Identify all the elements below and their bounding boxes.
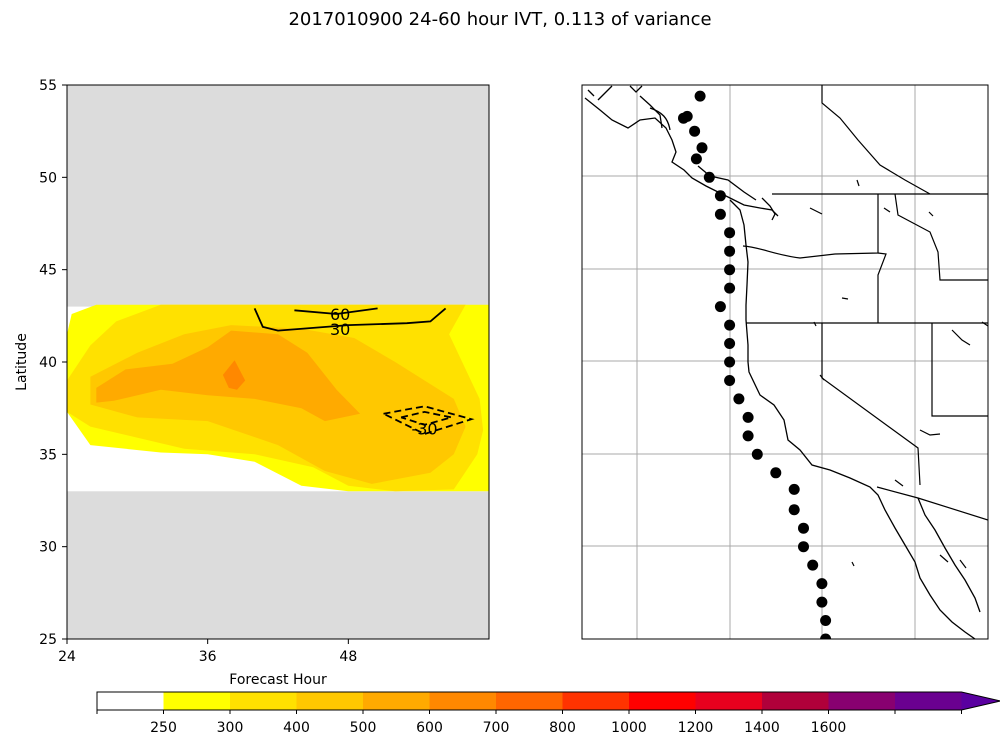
colorbar-tick-label: 400	[283, 720, 310, 736]
station-marker	[724, 375, 736, 386]
station-marker	[714, 301, 726, 313]
colorbar-tick-label: 1400	[744, 720, 780, 736]
station-marker	[742, 411, 754, 423]
contour-label-1: 60	[330, 305, 350, 324]
y-tick-label: 25	[39, 632, 57, 648]
colorbar-tick-label: 700	[483, 720, 510, 736]
colorbar-outline	[96, 691, 1000, 711]
colorbar-tick-label: 1000	[611, 720, 647, 736]
station-marker	[807, 559, 819, 571]
filled-contours	[67, 304, 489, 492]
colorbar-segment	[629, 692, 697, 710]
y-tick-label: 50	[39, 170, 57, 186]
station-marker	[724, 227, 736, 239]
y-tick-label: 30	[39, 540, 57, 556]
station-marker	[798, 541, 809, 553]
colorbar-segment	[562, 692, 630, 710]
station-marker	[714, 190, 726, 202]
y-tick-label: 55	[39, 78, 57, 94]
colorbar-segment	[762, 692, 830, 710]
colorbar: 250 300 400 500 600 700 800 1000 1200 1400 1600	[96, 691, 1000, 736]
colorbar-tick-label: 600	[416, 720, 443, 736]
station-marker	[678, 112, 689, 124]
station-marker	[696, 142, 708, 154]
y-tick-label: 35	[39, 447, 57, 463]
contour-label-3: -30	[411, 419, 437, 438]
station-markers	[678, 90, 832, 639]
colorbar-segment	[363, 692, 431, 710]
station-marker	[816, 596, 828, 608]
station-marker	[770, 467, 782, 479]
right-panel-frame	[581, 84, 989, 640]
station-marker	[820, 615, 832, 626]
station-marker	[714, 208, 726, 220]
coastline	[584, 85, 981, 639]
station-marker	[689, 125, 701, 137]
left-axes: 24 36 48 25 30 35 40 45 50 55	[39, 78, 357, 665]
colorbar-segment	[230, 692, 298, 710]
colorbar-segment	[429, 692, 497, 710]
figure-title: 2017010900 24-60 hour IVT, 0.113 of vari…	[288, 9, 712, 30]
colorbar-segment	[496, 692, 564, 710]
colorbar-segment	[163, 692, 231, 710]
y-axis-label: Latitude	[14, 333, 30, 391]
colorbar-segment	[828, 692, 896, 710]
station-marker	[703, 171, 715, 183]
y-tick-label: 40	[39, 355, 57, 371]
station-marker	[724, 264, 736, 276]
station-marker	[724, 356, 736, 368]
station-marker	[798, 522, 809, 534]
x-axis-label: Forecast Hour	[229, 672, 327, 688]
y-tick-label: 45	[39, 263, 57, 279]
station-marker	[694, 90, 706, 102]
station-marker	[788, 483, 800, 495]
colorbar-tick-label: 800	[549, 720, 576, 736]
x-tick-label: 48	[339, 649, 357, 665]
contour-line-4	[400, 410, 452, 426]
station-marker	[724, 319, 736, 331]
contour-line-1	[294, 307, 378, 315]
contour-label-2: 30	[330, 320, 350, 339]
contour-line-2	[253, 307, 447, 332]
station-marker	[820, 633, 832, 639]
station-marker	[788, 504, 800, 516]
map-gridlines	[582, 85, 988, 639]
station-marker	[724, 245, 736, 257]
colorbar-tick-label: 250	[150, 720, 177, 736]
station-marker	[742, 430, 754, 442]
colorbar-tick-label: 300	[217, 720, 244, 736]
station-marker	[816, 578, 828, 590]
right-panel-map	[581, 84, 989, 640]
station-marker	[751, 448, 763, 460]
x-tick-label: 24	[58, 649, 76, 665]
colorbar-extend-arrow	[961, 692, 1000, 710]
x-tick-label: 36	[199, 649, 217, 665]
station-marker	[724, 282, 736, 294]
contour-line-3	[383, 405, 475, 435]
colorbar-tick-label: 500	[350, 720, 377, 736]
colorbar-tick-label: 1200	[678, 720, 714, 736]
station-marker	[690, 153, 702, 165]
ivt-region-600	[222, 360, 246, 390]
station-marker	[733, 393, 745, 405]
station-marker	[724, 338, 736, 349]
colorbar-segment	[97, 692, 165, 710]
colorbar-segment	[695, 692, 763, 710]
inland-water	[809, 179, 988, 569]
colorbar-tick-label: 1600	[811, 720, 847, 736]
colorbar-segment	[296, 692, 364, 710]
political-boundaries	[742, 85, 988, 521]
colorbar-segment	[895, 692, 963, 710]
